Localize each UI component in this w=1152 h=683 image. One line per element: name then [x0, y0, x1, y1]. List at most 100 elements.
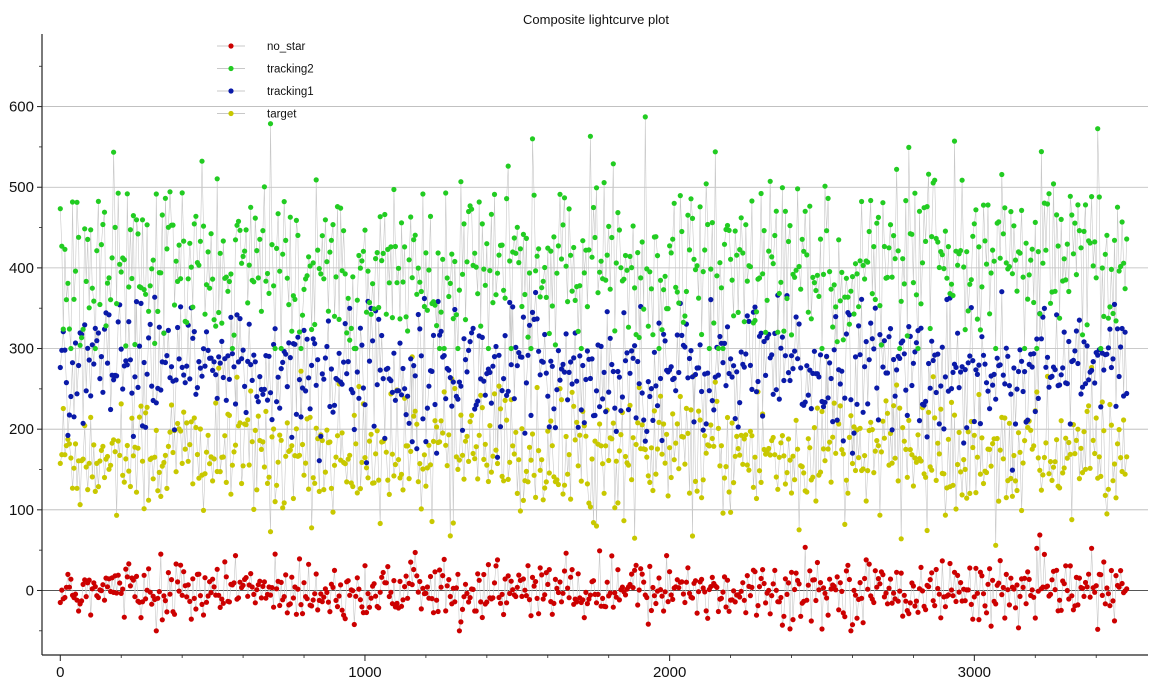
- point-tracking2: [785, 238, 792, 245]
- point-target: [220, 454, 226, 460]
- point-target: [974, 454, 981, 460]
- point-no_star: [403, 573, 409, 579]
- point-target: [578, 478, 584, 484]
- point-no_star: [974, 590, 981, 596]
- point-tracking2: [438, 309, 444, 315]
- point-tracking2: [827, 269, 833, 275]
- point-target: [232, 442, 239, 448]
- point-no_star: [200, 612, 207, 618]
- point-tracking1: [761, 338, 767, 345]
- point-target: [499, 473, 505, 479]
- point-tracking1: [211, 359, 217, 365]
- point-target: [671, 457, 677, 463]
- point-target: [1113, 495, 1119, 501]
- point-target: [77, 502, 83, 508]
- point-target: [100, 443, 106, 449]
- point-tracking2: [402, 244, 408, 250]
- point-target: [883, 398, 889, 404]
- point-tracking1: [264, 397, 271, 403]
- point-tracking2: [488, 211, 494, 217]
- point-no_star: [190, 576, 196, 582]
- point-tracking2: [1002, 205, 1008, 211]
- point-no_star: [682, 599, 688, 606]
- point-target: [443, 442, 449, 448]
- point-target: [310, 475, 316, 481]
- point-tracking2: [69, 199, 76, 205]
- point-target: [429, 518, 435, 525]
- point-tracking1: [1000, 372, 1006, 378]
- point-tracking1: [1005, 353, 1011, 359]
- point-target: [255, 413, 261, 419]
- point-tracking2: [321, 276, 327, 282]
- point-tracking2: [817, 236, 824, 242]
- point-tracking2: [1011, 223, 1017, 229]
- point-target: [778, 440, 784, 446]
- point-target: [936, 451, 942, 457]
- point-tracking2: [728, 256, 734, 262]
- point-tracking2: [345, 295, 351, 301]
- point-tracking1: [703, 421, 709, 427]
- point-tracking2: [670, 236, 676, 242]
- point-no_star: [1082, 579, 1089, 586]
- point-tracking2: [295, 232, 301, 238]
- point-tracking2: [738, 215, 744, 221]
- point-no_star: [769, 593, 775, 599]
- point-target: [933, 477, 939, 483]
- point-no_star: [820, 585, 827, 591]
- point-target: [699, 495, 705, 501]
- point-tracking1: [540, 359, 546, 365]
- point-tracking2: [679, 228, 685, 235]
- point-tracking2: [193, 213, 199, 219]
- point-no_star: [737, 594, 743, 600]
- point-tracking2: [979, 284, 985, 290]
- point-no_star: [782, 576, 789, 582]
- point-target: [600, 461, 606, 467]
- point-tracking1: [782, 353, 789, 359]
- point-tracking2: [104, 280, 111, 286]
- point-target: [450, 520, 456, 526]
- point-tracking1: [557, 377, 563, 383]
- point-tracking2: [127, 227, 133, 233]
- point-tracking2: [63, 297, 69, 303]
- point-tracking2: [513, 250, 519, 256]
- point-no_star: [910, 583, 917, 589]
- point-tracking2: [412, 232, 418, 238]
- point-tracking2: [936, 264, 942, 271]
- y-tick-label-0: 0: [26, 582, 34, 599]
- point-tracking2: [316, 266, 322, 272]
- point-target: [965, 429, 971, 435]
- point-tracking1: [307, 406, 313, 412]
- point-tracking2: [945, 244, 952, 250]
- point-tracking1: [68, 393, 74, 400]
- point-no_star: [161, 593, 167, 599]
- point-tracking2: [203, 282, 210, 288]
- point-no_star: [723, 604, 729, 610]
- point-tracking1: [770, 391, 776, 397]
- point-no_star: [641, 579, 647, 585]
- point-target: [411, 413, 417, 419]
- point-tracking1: [313, 382, 319, 388]
- point-tracking1: [511, 396, 517, 402]
- point-tracking1: [868, 320, 874, 326]
- point-no_star: [226, 599, 232, 605]
- point-tracking2: [906, 144, 912, 150]
- point-no_star: [533, 579, 539, 585]
- point-tracking2: [490, 300, 496, 306]
- point-no_star: [409, 582, 415, 588]
- point-tracking2: [685, 212, 691, 218]
- point-tracking1: [98, 354, 104, 360]
- point-tracking2: [613, 260, 619, 266]
- point-target: [275, 459, 281, 465]
- point-target: [248, 388, 254, 394]
- point-tracking2: [511, 235, 517, 241]
- point-tracking1: [379, 332, 385, 339]
- point-tracking2: [132, 341, 138, 348]
- point-target: [1050, 464, 1057, 470]
- point-tracking1: [621, 310, 627, 316]
- point-tracking1: [331, 402, 338, 408]
- point-no_star: [852, 592, 859, 598]
- point-tracking2: [606, 223, 612, 229]
- point-tracking2: [1020, 274, 1026, 280]
- point-target: [350, 483, 356, 490]
- point-no_star: [1108, 567, 1114, 574]
